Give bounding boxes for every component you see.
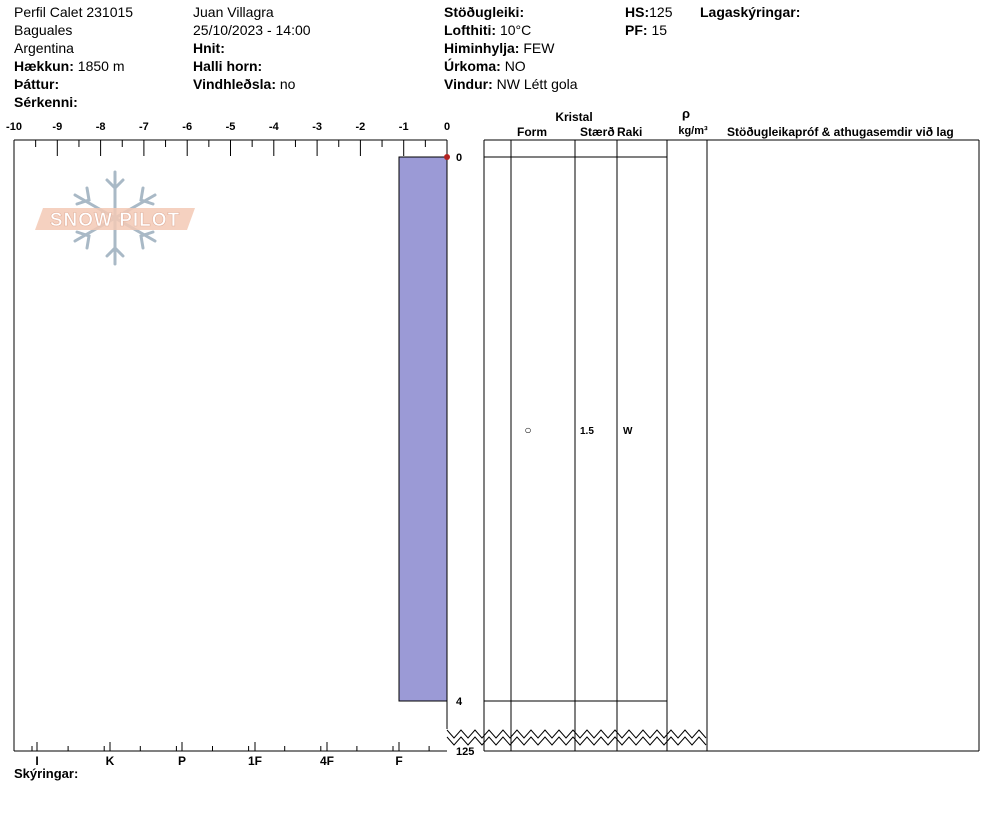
coords-label: Hnit: [193,40,225,56]
density-unit: kg/m³ [678,125,708,137]
temperature-point [444,154,450,160]
air-temp-value: 10°C [499,22,532,38]
density-symbol: ρ [682,106,690,121]
temp-tick-label: -4 [269,121,280,133]
temp-tick-label: -2 [356,121,366,133]
sky-label: Himinhylja: [444,40,520,56]
moisture-header: Raki [617,125,642,139]
crystal-header: Kristal [555,110,592,124]
temp-tick-label: -10 [6,121,22,133]
depth-label-top: 0 [456,152,462,164]
hardness-tick-label: K [106,754,115,768]
hardness-tick-label: P [178,754,186,768]
layer-notes-label: Lagaskýringar: [700,4,801,20]
stability-label: Stöðugleiki: [444,4,525,20]
observer: Juan Villagra [193,4,274,20]
datetime: 25/10/2023 - 14:00 [193,22,311,38]
hardness-axis: I K P 1F 4F F [31,742,430,768]
hardness-tick-label: F [395,754,402,768]
precip-label: Úrkoma: [444,58,501,74]
break-zigzag [446,736,707,746]
wind-value: NW Létt gola [496,76,578,92]
hs-label: HS: [625,4,650,20]
form-header: Form [517,125,547,139]
grain-form-symbol: ○ [524,423,531,437]
size-header: Stærð [580,125,615,139]
temp-tick-label: -7 [139,121,149,133]
temp-tick-label: -1 [399,121,409,133]
location: Baguales [14,22,73,38]
depth-label-layer-bottom: 4 [456,696,463,708]
temp-tick-label: -6 [182,121,192,133]
header-col5: Lagaskýringar: [700,3,800,21]
depth-label-total: 125 [456,746,474,758]
specifics-label: Sérkenni: [14,94,78,110]
slope-label: Halli horn: [193,58,263,74]
temperature-axis-minor-ticks [35,140,426,147]
hardness-tick-label: I [35,754,38,768]
grain-size: 1.5 [580,426,594,437]
wind-label: Vindur: [444,76,493,92]
legend-label: Skýringar: [14,766,78,781]
profile-title: Perfil Calet 231015 [14,4,134,20]
hardness-tick-label: 1F [248,754,262,768]
hs-value: 125 [649,4,673,20]
air-temp-label: Lofthiti: [444,22,497,38]
temp-tick-label: 0 [444,121,450,133]
sky-value: FEW [523,40,555,56]
elevation-value: 1850 m [77,58,125,74]
comments-header: Stöðugleikapróf & athugasemdir við lag [727,125,954,139]
hardness-tick-label: 4F [320,754,334,768]
temp-tick-label: -9 [52,121,62,133]
depth-break-marks [446,729,707,746]
moisture-value: W [623,426,633,437]
temp-tick-label: -8 [96,121,106,133]
header-col4: HS:125 PF: 15 [625,3,672,39]
country: Argentina [14,40,74,56]
header-col3: Stöðugleiki: Lofthiti: 10°C Himinhylja: … [444,3,578,93]
wind-loading-value: no [279,76,296,92]
elevation-label: Hækkun: [14,58,74,74]
break-zigzag [446,729,707,739]
temp-tick-label: -5 [226,121,236,133]
pf-label: PF: [625,22,648,38]
wind-loading-label: Vindhleðsla: [193,76,276,92]
precip-value: NO [504,58,526,74]
temperature-axis: -10 -9 -8 -7 -6 -5 -4 -3 -2 -1 0 [6,121,450,156]
temp-tick-label: -3 [312,121,322,133]
layer-bar [398,156,448,702]
logo-text: SNOW PILOT [50,210,180,231]
snowpilot-logo: SNOW PILOT [35,170,195,266]
pf-value: 15 [651,22,668,38]
header-col2: Juan Villagra 25/10/2023 - 14:00 Hnit: H… [193,3,311,93]
aspect-label: Þáttur: [14,76,60,92]
header-col1: Perfil Calet 231015 Baguales Argentina H… [14,3,133,111]
layer-table [483,139,980,752]
